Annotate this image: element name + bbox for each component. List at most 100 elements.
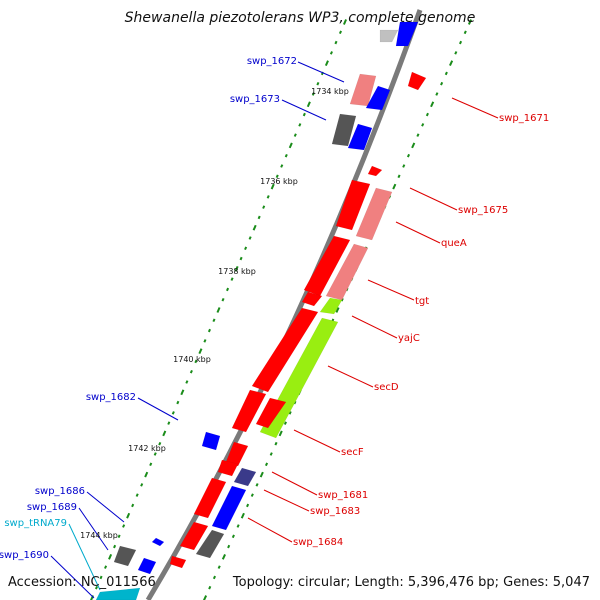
tick-track-inner [262,205,266,209]
tick-track-inner [234,265,239,272]
gene-feature [169,555,187,569]
tick-track-outer [259,471,264,478]
gene-feature [113,545,137,567]
tick-track-inner [162,430,167,437]
leader-line [78,507,109,551]
tick-track-outer [454,51,458,55]
leader-line [86,491,125,523]
leader-line [367,279,415,301]
gene-feature [319,297,343,315]
tick-track-outer [449,60,454,67]
gene-feature [255,397,287,429]
tick-track-inner [212,318,216,323]
gene-label-right: swp_1671 [499,113,549,124]
gene-feature [195,529,225,559]
tick-track-inner [342,19,348,25]
kbp-label: 1738 kbp [218,267,256,276]
label-leaders [50,61,499,599]
tick-track-inner [316,81,320,86]
tick-track-inner [221,297,225,302]
gene-label-right: swp_1683 [310,506,360,517]
tick-track-inner [293,133,297,137]
tick-track-inner [104,565,108,569]
tick-track-inner [122,524,126,528]
kbp-label: 1742 kbp [128,444,166,453]
gene-feature [193,477,227,519]
tick-track-inner [135,493,139,497]
leader-line [451,97,499,119]
leader-line [409,187,458,211]
tick-track-inner [334,40,338,45]
gene-label-left: swp_tRNA79 [4,518,67,529]
tick-track-inner [230,277,234,281]
tick-track-inner [324,60,329,67]
tick-track-outer [335,307,340,313]
tick-track-outer [217,565,221,569]
tick-track-outer [430,101,435,108]
leader-line [293,429,341,453]
tick-track-outer [264,462,269,467]
tick-track-inner [252,224,257,231]
tick-marks [90,19,473,600]
gene-feature [95,587,141,600]
tick-track-outer [269,452,273,456]
tick-track-outer [227,544,231,549]
tick-track-inner [298,123,302,127]
gene-feature [301,291,323,307]
tick-track-outer [467,19,473,25]
gene-label-left: swp_1686 [35,486,85,497]
tick-track-inner [306,101,311,108]
tick-track-inner [140,483,144,487]
gene-feature [151,537,165,547]
tick-track-inner [149,462,153,467]
tick-track-inner [275,174,279,179]
gene-feature [367,165,383,177]
gene-features [95,21,427,600]
tick-track-outer [250,493,254,497]
tick-track-inner [280,164,284,168]
gene-label-left: swp_1673 [230,94,280,105]
tick-track-inner [171,411,175,415]
tick-track-outer [236,524,240,528]
kbp-label: 1734 kbp [311,87,349,96]
tick-track-outer [397,174,401,179]
gene-feature [407,71,427,91]
leader-line [297,61,345,83]
topology-text: Topology: circular; Length: 5,396,476 bp… [232,575,590,590]
tick-track-outer [463,30,467,35]
accession-text: Accession: NC_011566 [8,575,156,590]
gene-feature [231,389,267,433]
tick-track-inner [248,236,252,240]
tick-track-inner [176,400,180,405]
tick-track-inner [329,51,333,55]
tick-track-inner [144,471,149,478]
gene-label-right: queA [441,238,467,249]
tick-track-outer [221,553,226,560]
gene-label-left: swp_1690 [0,550,49,561]
tick-track-outer [435,92,439,96]
gene-feature [347,123,373,151]
tick-track-outer [402,164,406,168]
tick-track-inner [257,215,261,220]
tick-track-inner [194,359,198,364]
tick-track-outer [208,585,212,590]
leader-line [271,471,318,496]
gene-label-left: swp_1672 [247,56,297,67]
tick-track-inner [288,142,293,149]
tick-track-outer [231,534,235,539]
gene-label-right: swp_1681 [318,490,368,501]
gene-feature [233,467,257,487]
tick-track-inner [158,441,162,446]
tick-track-outer [425,112,429,117]
gene-feature [201,431,221,451]
tick-track-inner [167,421,171,425]
tick-track-inner [244,246,248,251]
leader-line [263,489,310,512]
tick-track-inner [180,389,185,396]
tick-track-outer [340,297,344,302]
tick-track-outer [274,441,278,446]
gene-feature [217,459,239,477]
tick-track-outer [421,123,425,127]
tick-track-inner [113,544,117,549]
kbp-label: 1740 kbp [173,355,211,364]
